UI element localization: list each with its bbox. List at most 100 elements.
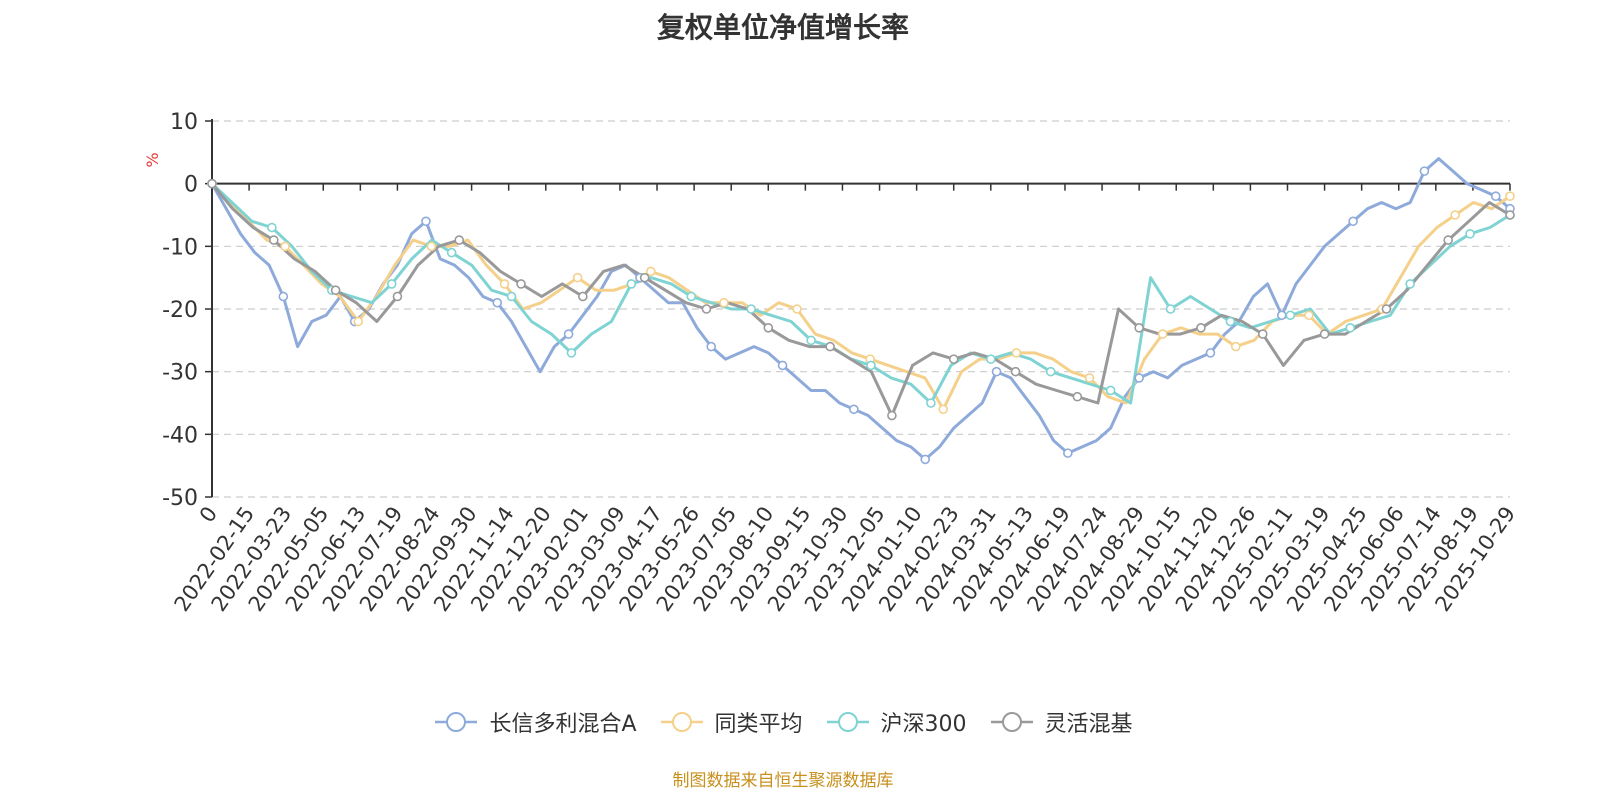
legend-line-circle-icon <box>435 712 478 732</box>
series-point <box>1230 341 1241 352</box>
series-point <box>639 272 650 283</box>
series-point <box>1196 322 1206 333</box>
series-point <box>792 304 802 314</box>
series-point <box>1405 279 1415 289</box>
series-point <box>1490 191 1501 201</box>
series-point <box>1381 304 1392 314</box>
series-point <box>806 335 816 346</box>
series-point <box>1072 391 1083 402</box>
series-point <box>454 235 465 245</box>
series-point <box>719 297 729 308</box>
legend-label: 灵活混基 <box>1044 712 1133 737</box>
series-point <box>777 360 788 371</box>
series-point <box>1348 216 1358 227</box>
series-point <box>572 272 583 283</box>
series-point <box>1105 385 1116 396</box>
series-line <box>210 157 1512 461</box>
series-point <box>566 348 577 358</box>
series-point <box>825 341 835 352</box>
series-point <box>421 216 431 227</box>
series-point <box>1011 348 1022 358</box>
series-point <box>516 279 526 289</box>
series-point <box>1165 304 1176 314</box>
series-point <box>1045 366 1056 377</box>
y-tick-label: -20 <box>162 298 198 323</box>
series-point <box>938 404 949 415</box>
series-point <box>207 178 217 189</box>
series-point <box>985 354 996 364</box>
series-point <box>1450 210 1460 220</box>
series-point <box>763 322 774 333</box>
series-point <box>1304 310 1314 321</box>
series-point <box>578 291 588 302</box>
series-point <box>645 266 656 277</box>
series-point <box>1505 210 1515 220</box>
series-point <box>446 247 457 258</box>
gridlines <box>212 120 1510 498</box>
series-point <box>701 304 712 314</box>
series-point <box>866 360 876 371</box>
legend-item[interactable]: 同类平均 <box>659 706 803 738</box>
y-axis-unit-label: % <box>143 152 162 167</box>
series-line <box>210 182 1512 411</box>
series-point <box>1285 310 1296 321</box>
source-note: 制图数据来自恒生聚源数据库 <box>672 771 894 791</box>
series-point <box>1465 229 1475 239</box>
series-point <box>686 291 697 302</box>
legend-label: 沪深300 <box>880 712 967 737</box>
series-point <box>269 235 279 245</box>
series-point <box>1319 329 1330 339</box>
series-line <box>210 182 1512 417</box>
series-point <box>1134 373 1144 383</box>
series-point <box>1276 310 1287 321</box>
series-point <box>330 285 341 296</box>
y-tick-label: -50 <box>162 486 198 511</box>
series-point <box>948 354 959 364</box>
series-point <box>926 398 936 408</box>
series-point <box>563 329 574 339</box>
series-point <box>492 297 503 308</box>
series-point <box>1205 348 1216 358</box>
series-point <box>1010 366 1021 377</box>
series-point <box>706 341 717 352</box>
line-chart: % 100-10-20-30-40-5002022-02-152022-03-2… <box>143 110 1520 616</box>
series-line <box>210 182 1512 405</box>
series-point <box>1419 166 1430 176</box>
series-point <box>849 404 859 415</box>
series-point <box>267 222 277 233</box>
series-point <box>1443 235 1453 245</box>
series-point <box>746 304 756 314</box>
series-point <box>1134 322 1144 333</box>
chart-title: 复权单位净值增长率 <box>656 11 909 44</box>
legend-line-circle-icon <box>826 712 869 732</box>
series-point <box>499 279 510 289</box>
series-point <box>392 291 403 302</box>
legend: 长信多利混合A 同类平均 沪深300 灵活混基 <box>0 706 1566 738</box>
series-point <box>353 316 364 327</box>
legend-item[interactable]: 长信多利混合A <box>433 706 637 738</box>
series-point <box>280 241 290 252</box>
y-tick-label: -10 <box>162 235 198 260</box>
series-point <box>278 291 289 302</box>
series-point <box>626 279 637 289</box>
series-point <box>1225 316 1236 327</box>
series-point <box>1063 448 1073 458</box>
series-point <box>920 454 930 465</box>
series-point <box>991 366 1002 377</box>
legend-line-circle-icon <box>660 712 703 732</box>
axes: 100-10-20-30-40-5002022-02-152022-03-232… <box>162 110 1520 616</box>
series-point <box>1157 329 1168 339</box>
series-point <box>1345 322 1356 333</box>
series-point <box>426 241 437 252</box>
series-point <box>1505 191 1515 201</box>
series-point <box>386 279 397 289</box>
series-point <box>887 410 897 421</box>
legend-label: 同类平均 <box>714 712 803 737</box>
legend-item[interactable]: 沪深300 <box>825 706 967 738</box>
y-tick-label: 0 <box>184 173 198 198</box>
legend-item[interactable]: 灵活混基 <box>989 706 1133 738</box>
legend-label: 长信多利混合A <box>489 712 637 737</box>
y-tick-label: -40 <box>162 423 198 448</box>
series-markers <box>207 166 1515 465</box>
y-tick-label: 10 <box>170 110 198 135</box>
